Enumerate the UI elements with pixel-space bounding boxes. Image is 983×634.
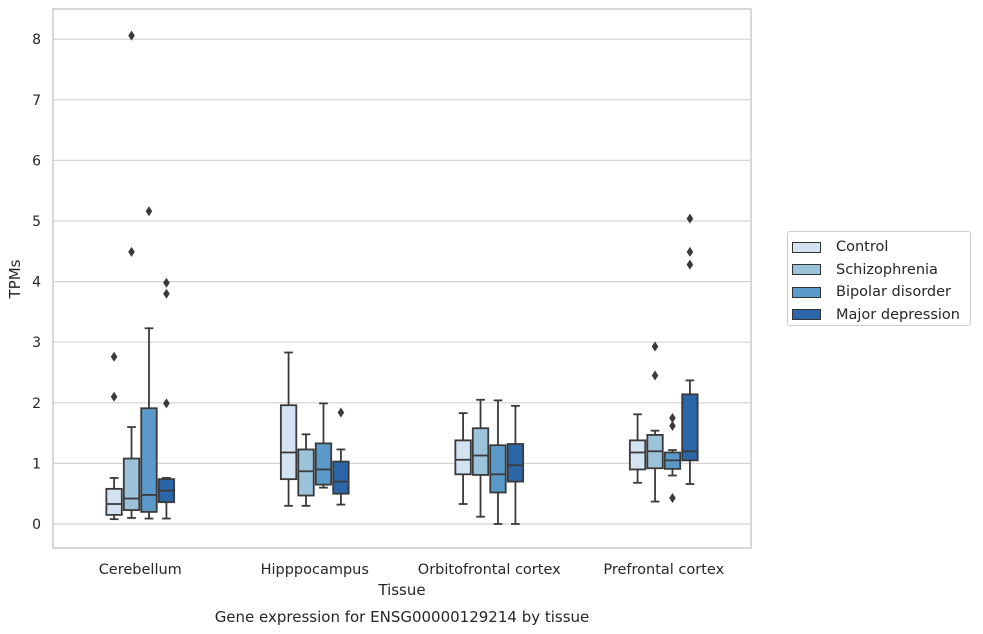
legend-item: Control (792, 236, 970, 259)
outlier-point (163, 288, 170, 299)
x-tick-label: Cerebellum (99, 562, 182, 578)
y-tick-label: 2 (32, 396, 41, 412)
x-tick-label: Prefrontal cortex (603, 562, 724, 578)
outlier-point (163, 398, 170, 409)
plot-area-border (52, 8, 752, 549)
legend-swatch (792, 309, 821, 321)
outlier-point (686, 213, 694, 224)
box-iqr (506, 443, 525, 483)
legend-label: Bipolar disorder (836, 284, 951, 301)
outlier-point (669, 412, 676, 423)
gridlines (53, 38, 751, 525)
legend-item: Major depression (792, 304, 970, 327)
box-iqr (297, 448, 315, 497)
outlier-point (686, 259, 694, 270)
legend-label: Control (836, 239, 889, 256)
figure-caption: Gene expression for ENSG00000129214 by t… (215, 608, 590, 626)
outlier-point (686, 246, 694, 257)
legend-swatch (792, 286, 821, 298)
box-iqr (681, 393, 699, 462)
outlier-point (669, 492, 676, 503)
x-tick-labels: Cerebellum Hipppocampus Orbitofrontal cort… (99, 562, 725, 578)
legend-label: Major depression (836, 306, 960, 323)
box-iqr (332, 460, 350, 495)
outlier-point (145, 206, 153, 217)
box-iqr (314, 442, 333, 486)
box-iqr (140, 407, 158, 513)
x-tick-label: Hipppocampus (261, 562, 369, 578)
legend-item: Schizophrenia (792, 259, 970, 282)
y-tick-label: 1 (32, 456, 41, 472)
legend-label: Schizophrenia (836, 261, 938, 278)
y-tick-label: 7 (32, 93, 41, 109)
box-series (105, 30, 699, 525)
y-tick-label: 6 (32, 153, 41, 169)
box-iqr (471, 427, 490, 476)
x-axis-label: Tissue (377, 581, 425, 599)
outlier-point (651, 370, 659, 381)
box-iqr (122, 457, 141, 511)
box-iqr (628, 439, 647, 471)
legend-swatch (792, 241, 821, 253)
box-iqr (279, 404, 298, 481)
y-tick-label: 5 (32, 214, 41, 230)
box-iqr (454, 439, 472, 476)
x-tick-label: Orbitofrontal cortex (418, 562, 561, 578)
y-tick-label: 4 (32, 275, 41, 291)
outlier-point (651, 341, 659, 352)
outlier-point (110, 351, 118, 362)
box-iqr (489, 444, 507, 494)
legend: Control Schizophrenia Bipolar disorder Majo… (787, 231, 971, 326)
outlier-point (669, 420, 676, 431)
outlier-point (337, 407, 345, 418)
box-iqr (105, 487, 123, 516)
outlier-point (128, 246, 135, 257)
y-tick-label: 0 (32, 517, 41, 533)
y-axis-label: TPMs (6, 259, 24, 299)
y-tick-labels: 0 1 2 3 4 5 6 7 8 (32, 32, 41, 533)
legend-swatch (792, 264, 821, 276)
y-tick-label: 8 (32, 32, 41, 48)
y-tick-label: 3 (32, 335, 41, 351)
legend-item: Bipolar disorder (792, 281, 970, 304)
outlier-point (163, 277, 170, 288)
outlier-point (110, 391, 118, 402)
outlier-point (128, 30, 135, 41)
